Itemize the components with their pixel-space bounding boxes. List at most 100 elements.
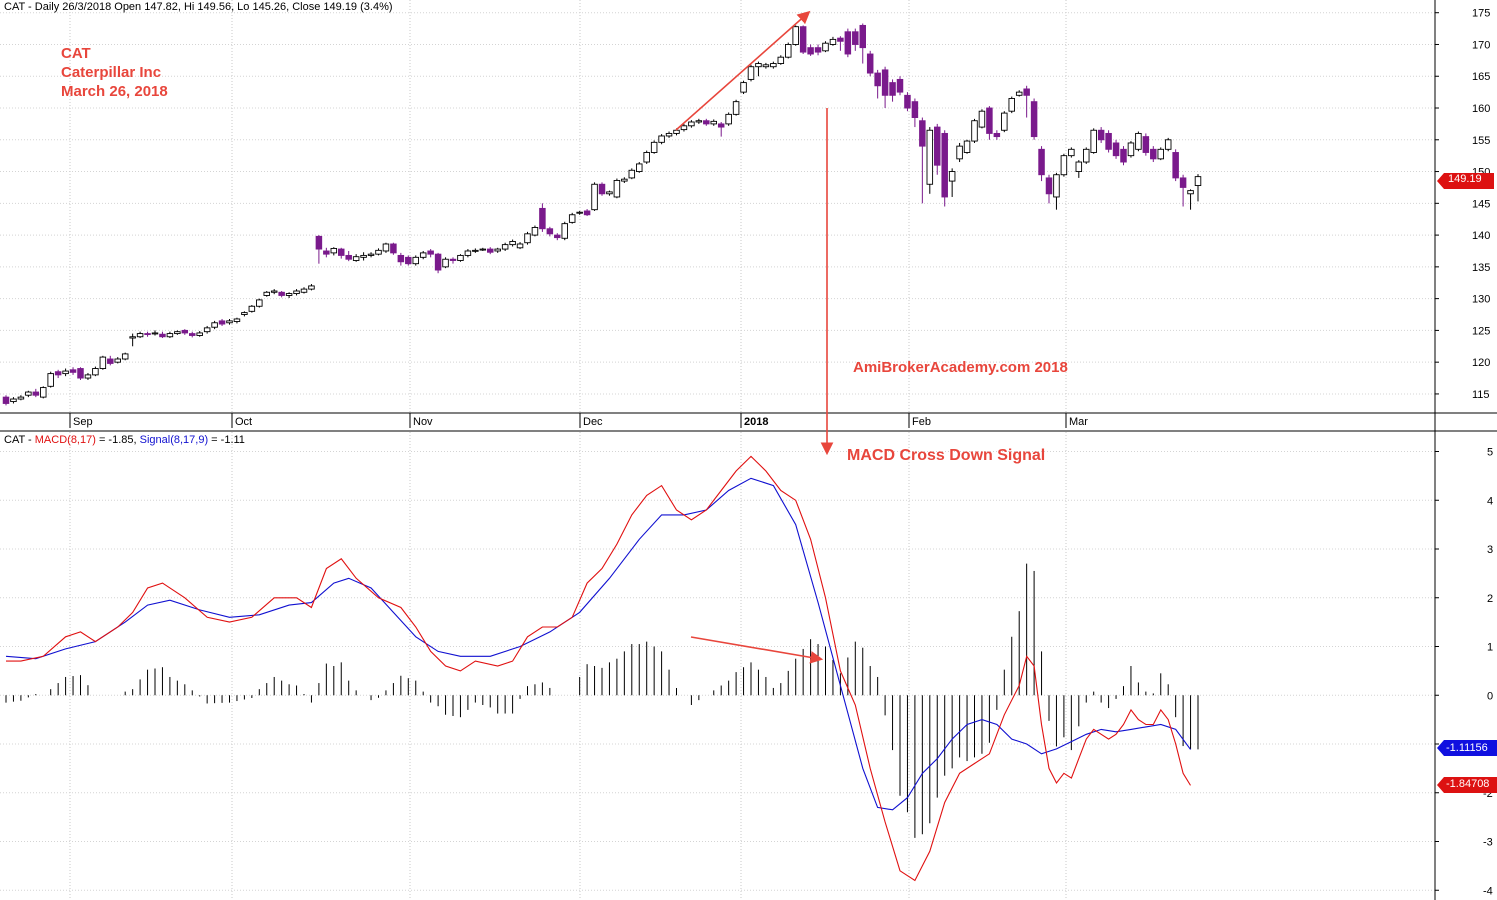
price-candles [2, 23, 1202, 406]
y-tick-label: 130 [1472, 294, 1490, 306]
candle-body [755, 63, 762, 68]
signal-value: = -1.11 [208, 434, 245, 446]
candle-body [375, 249, 382, 255]
candle-body [1187, 190, 1194, 195]
candle-body [464, 250, 472, 256]
candle-body [10, 398, 17, 403]
candle-body [792, 26, 799, 45]
candle-body [963, 140, 971, 153]
candle-body [956, 145, 963, 160]
candle-body [434, 253, 442, 271]
candle-body [829, 38, 837, 45]
candle-body [427, 250, 434, 255]
signal-badge-shape [1437, 740, 1497, 756]
candle-body [583, 210, 591, 216]
uptrend-arrow [675, 10, 811, 131]
candle-body [241, 312, 248, 315]
candle-body [367, 253, 375, 256]
candle-body [628, 169, 636, 179]
candle-body [62, 370, 69, 375]
y-tick-label: 2 [1487, 593, 1493, 605]
candle-body [390, 243, 397, 254]
candle-body [1001, 112, 1008, 131]
candle-body [524, 233, 531, 244]
candle-body [270, 290, 278, 293]
candle-body [1015, 91, 1023, 96]
x-tick-label: Sep [73, 416, 93, 428]
candle-body [822, 42, 829, 52]
candle-body [226, 320, 233, 324]
candle-body [740, 82, 747, 93]
annotation-arrows [675, 10, 834, 664]
last-close-badge: 149.19 [1448, 173, 1482, 185]
candle-body [1030, 101, 1038, 138]
candle-body [121, 353, 129, 360]
candle-body [852, 31, 859, 45]
macd-line [6, 455, 1191, 882]
macd-lines [5, 455, 1191, 882]
candle-body [695, 120, 703, 123]
candle-body [554, 234, 561, 239]
candle-body [919, 120, 926, 147]
x-tick-label: Feb [912, 416, 931, 428]
candle-body [1082, 148, 1090, 163]
candle-body [971, 120, 978, 142]
candle-body [188, 333, 196, 336]
candle-body [47, 373, 54, 387]
candle-body [107, 358, 114, 364]
candle-body [278, 291, 285, 296]
candle-body [218, 320, 226, 325]
candle-body [315, 235, 323, 250]
candle-body [986, 107, 993, 134]
candle-body [732, 101, 740, 115]
y-tick-label: 1 [1487, 642, 1493, 654]
candle-body [449, 258, 457, 261]
y-tick-label: 115 [1472, 389, 1490, 401]
candle-body [1127, 142, 1135, 157]
candle-body [837, 37, 844, 42]
last-close-badge-shape [1437, 173, 1494, 189]
candle-body [591, 183, 598, 211]
candle-body [1068, 148, 1075, 157]
y-tick-label: 120 [1472, 357, 1490, 369]
candle-body [1090, 129, 1097, 153]
candle-body [345, 254, 352, 260]
candle-body [263, 291, 271, 296]
candle-body [978, 110, 986, 128]
candle-body [516, 243, 524, 249]
candle-body [77, 368, 84, 379]
candle-body [151, 332, 159, 335]
candle-body [1038, 148, 1045, 176]
candle-body [442, 258, 449, 268]
candle-body [814, 47, 822, 53]
candle-body [807, 47, 814, 55]
candle-body [673, 129, 680, 134]
candle-body [896, 78, 904, 93]
candle-body [658, 135, 665, 143]
candle-body [17, 396, 25, 400]
macd-histogram [5, 563, 1199, 838]
candle-body [926, 129, 934, 185]
candle-body [248, 305, 256, 312]
candle-body [338, 248, 345, 256]
y-tick-label: 4 [1487, 495, 1493, 507]
y-tick-label: -4 [1483, 885, 1493, 897]
macd-last-badge: -1.84708 [1446, 778, 1490, 790]
candle-body [487, 248, 494, 253]
candle-body [285, 293, 293, 296]
ticker-label: CAT [61, 45, 91, 62]
y-tick-label: 145 [1472, 198, 1490, 210]
candle-body [308, 285, 315, 290]
candle-body [256, 299, 263, 307]
candle-body [352, 256, 360, 261]
candle-body [405, 256, 412, 265]
candle-body [1008, 98, 1016, 112]
candle-body [1105, 132, 1112, 150]
candle-body [323, 250, 330, 255]
x-tick-label: Oct [235, 416, 252, 428]
candle-body [382, 243, 390, 252]
candle-body [129, 336, 136, 339]
candle-body [25, 391, 32, 396]
candle-body [546, 228, 554, 235]
x-tick-label: Dec [583, 416, 603, 428]
